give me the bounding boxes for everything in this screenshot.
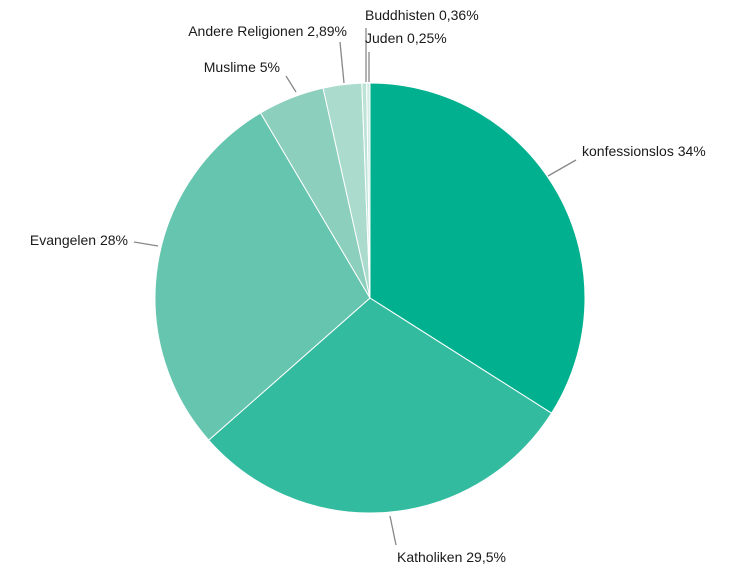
slice-label-juden: Juden 0,25% [365,30,447,46]
leader-line-muslime [285,75,297,93]
pie-slice-katholiken [208,297,553,514]
slice-label-andere-religionen: Andere Religionen 2,89% [188,23,347,39]
leader-line-andere-religionen [339,41,345,84]
pie-slice-juden [366,82,371,299]
slices-layer [154,82,586,514]
slice-label-muslime: Muslime 5% [204,59,280,75]
leader-line-evangelen [133,241,159,247]
slice-label-katholiken: Katholiken 29,5% [397,549,506,565]
slice-label-evangelen: Evangelen 28% [30,232,128,248]
leader-line-katholiken [389,515,397,546]
pie-slice-evangelen [154,112,371,441]
labels-layer: konfessionslos 34% Katholiken 29,5% Evange… [30,7,706,565]
slice-label-konfessionslos: konfessionslos 34% [582,143,706,159]
slice-label-buddhisten: Buddhisten 0,36% [365,7,479,23]
leaders-layer [133,28,577,546]
leader-line-konfessionslos [547,159,577,177]
pie-slice-konfessionslos [369,82,586,414]
